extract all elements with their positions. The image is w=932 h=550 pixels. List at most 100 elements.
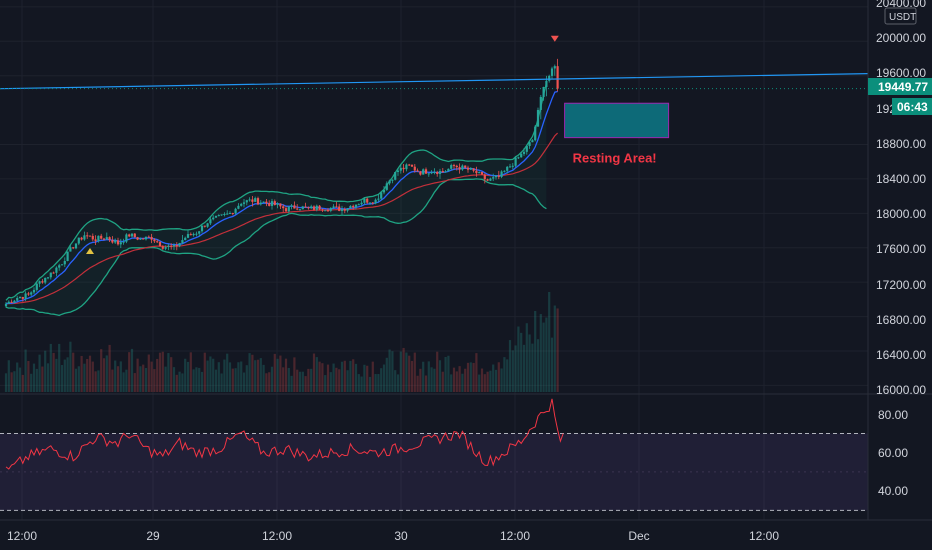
candle — [192, 232, 195, 237]
candle — [486, 178, 489, 182]
volume-bar — [72, 352, 75, 392]
volume-bar — [388, 349, 391, 392]
volume-bar — [161, 351, 164, 392]
candle — [136, 236, 139, 241]
candle-body — [371, 202, 374, 204]
candle-body — [489, 178, 492, 181]
volume-bar — [408, 355, 411, 392]
candle-body — [326, 210, 330, 212]
grid — [0, 0, 868, 520]
volume-bar — [340, 361, 344, 392]
trendline[interactable] — [0, 73, 869, 90]
candle-body — [525, 146, 528, 152]
candle-body — [212, 217, 215, 220]
candle-body — [472, 168, 475, 171]
candle — [416, 168, 419, 172]
sell-signal-marker — [550, 35, 559, 42]
candle-body — [18, 296, 22, 298]
rsi-axis[interactable]: 80.00 60.00 40.00 — [878, 408, 908, 498]
candle — [21, 296, 24, 302]
volume-bar — [374, 374, 377, 392]
candle-body — [545, 80, 548, 88]
candle-body — [74, 243, 78, 249]
buy-signal-marker — [86, 248, 94, 255]
candle-body — [444, 171, 447, 173]
candle — [256, 196, 260, 206]
candle — [542, 86, 545, 101]
volume-bar — [4, 373, 8, 392]
time-axis[interactable]: 12:00 29 12:00 30 12:00 Dec 12:00 — [7, 529, 779, 543]
candle-body — [290, 205, 293, 207]
volume-bar — [245, 365, 248, 392]
candle-body — [254, 198, 257, 202]
candle — [312, 205, 316, 211]
volume-bar — [508, 340, 512, 392]
volume-bar — [324, 375, 327, 392]
volume-bar — [100, 349, 103, 392]
volume-bar — [270, 366, 274, 392]
candle — [133, 233, 136, 238]
volume-bar — [144, 368, 148, 392]
volume-bar — [522, 344, 526, 392]
candle — [396, 168, 400, 176]
volume-bar — [147, 354, 150, 392]
candle — [525, 144, 528, 155]
volume-bar — [13, 371, 16, 392]
candle — [399, 164, 402, 174]
candle-body — [438, 171, 442, 175]
candle — [478, 171, 481, 174]
candle-body — [368, 202, 372, 204]
volume-bar — [329, 372, 332, 392]
candle-body — [410, 164, 414, 167]
candle — [200, 225, 204, 233]
volume-bar — [178, 371, 181, 392]
candle-body — [32, 289, 36, 293]
last-price-tag-frame — [868, 78, 932, 95]
candle — [66, 251, 69, 262]
candle — [360, 200, 363, 206]
volume-bar — [172, 367, 176, 392]
volume-bar — [231, 368, 234, 392]
candle-body — [284, 208, 288, 212]
candle-body — [542, 87, 545, 97]
candle-body — [83, 235, 86, 240]
candle-body — [475, 170, 478, 174]
resting-area-box[interactable] — [564, 102, 670, 139]
candle — [198, 230, 201, 237]
candle — [153, 238, 156, 244]
last-price-tag[interactable]: 19449.77 192 06:43 — [868, 78, 932, 116]
candle — [405, 163, 408, 172]
candle — [553, 64, 556, 76]
currency-badge[interactable]: USDT — [884, 7, 917, 25]
volume-bar — [382, 364, 386, 392]
candle-body — [100, 235, 103, 239]
candle-body — [360, 202, 363, 205]
volume-bar — [192, 369, 195, 392]
candle-body — [175, 245, 178, 247]
volume-bar — [531, 343, 534, 392]
countdown-tag-frame — [892, 98, 932, 115]
candle — [27, 291, 30, 296]
candle-body — [301, 206, 304, 210]
price-tick: 19600.00 — [876, 66, 926, 80]
candle-body — [396, 170, 400, 173]
volume-bar — [206, 360, 209, 392]
volume-bar — [184, 358, 187, 392]
candle-body — [486, 179, 489, 181]
candle — [10, 299, 13, 304]
volume-bar — [433, 368, 436, 392]
candle-body — [142, 238, 145, 240]
candle — [469, 167, 472, 170]
candle-body — [494, 175, 498, 178]
volume-bar — [416, 375, 419, 392]
candle-body — [430, 172, 433, 174]
price-tick: 16000.00 — [876, 383, 926, 397]
candle-body — [242, 202, 246, 204]
volume-bar — [228, 362, 232, 392]
volume-bar — [478, 374, 481, 392]
price-axis[interactable]: 20400.00 20000.00 19600.00 18800.00 1840… — [876, 0, 926, 397]
volume-bar — [545, 317, 548, 392]
candle-body — [58, 265, 61, 268]
